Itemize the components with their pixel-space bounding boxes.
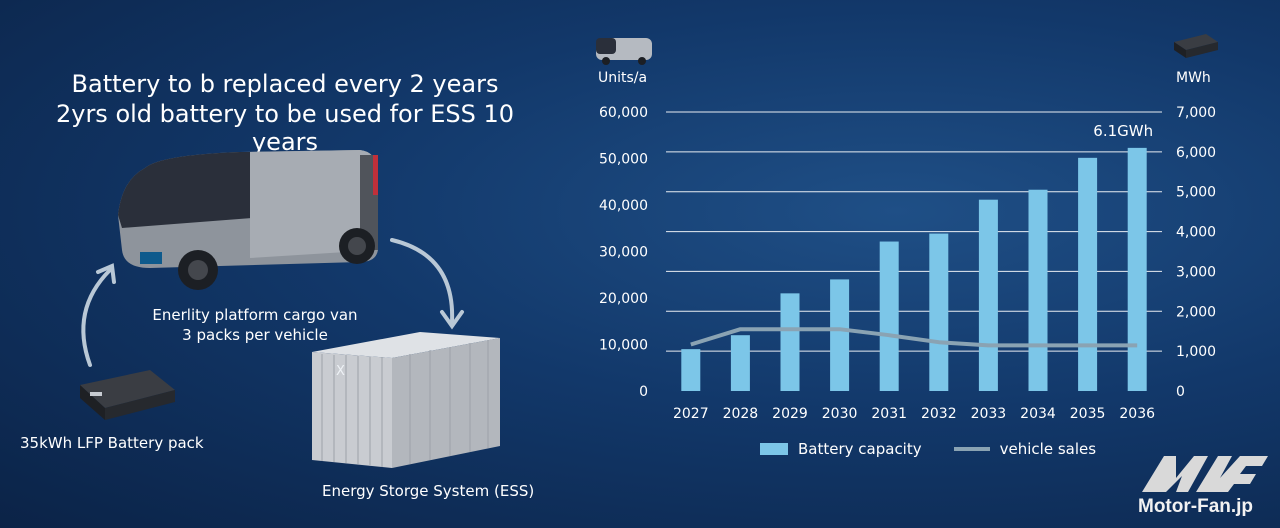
bar-battery-capacity <box>681 349 701 391</box>
watermark: Motor-Fan.jp <box>1138 496 1254 517</box>
right-tick-label: 4,000 <box>1176 225 1216 241</box>
left-tick-label: 50,000 <box>599 152 648 168</box>
category-label: 2031 <box>871 406 907 422</box>
van-small-icon <box>596 38 652 65</box>
right-tick-label: 6,000 <box>1176 145 1216 161</box>
bar-battery-capacity <box>730 335 750 391</box>
left-tick-label: 10,000 <box>599 338 648 354</box>
ess-caption: Energy Storge System (ESS) <box>322 482 535 500</box>
van-caption-line-1: Enerlity platform cargo van <box>152 306 358 324</box>
van-caption-line-2: 3 packs per vehicle <box>182 326 328 344</box>
right-tick-label: 3,000 <box>1176 264 1216 280</box>
right-tick-label: 0 <box>1176 384 1185 400</box>
left-tick-label: 60,000 <box>599 105 648 121</box>
category-label: 2029 <box>772 406 808 422</box>
left-axis-label: Units/a <box>598 70 647 86</box>
legend-line-swatch <box>953 447 990 451</box>
legend-vehicle-sales: vehicle sales <box>999 440 1097 458</box>
left-tick-label: 0 <box>639 384 648 400</box>
ess-mark: X <box>336 364 345 379</box>
battery-small-icon <box>1174 34 1218 58</box>
motorfan-logo-icon <box>1142 456 1268 492</box>
left-tick-label: 30,000 <box>599 245 648 261</box>
right-tick-label: 2,000 <box>1176 304 1216 320</box>
left-tick-label: 40,000 <box>599 198 648 214</box>
bar-battery-capacity <box>929 233 949 391</box>
category-label: 2035 <box>1070 406 1106 422</box>
arrow-battery-to-van <box>81 263 116 367</box>
battery-caption: 35kWh LFP Battery pack <box>20 434 204 452</box>
right-tick-label: 1,000 <box>1176 344 1216 360</box>
category-label: 2032 <box>921 406 957 422</box>
category-label: 2028 <box>723 406 759 422</box>
arrow-van-to-ess <box>390 238 464 330</box>
bar-battery-capacity <box>780 293 800 391</box>
category-label: 2034 <box>1020 406 1056 422</box>
category-label: 2027 <box>673 406 709 422</box>
bar-battery-capacity <box>879 241 899 391</box>
legend-battery-capacity: Battery capacity <box>798 440 922 458</box>
annotation-label: 6.1GWh <box>1093 122 1153 140</box>
line-vehicle-sales <box>690 327 1138 348</box>
left-tick-label: 20,000 <box>599 291 648 307</box>
chart-legend: Battery capacity vehicle sales <box>760 440 1096 458</box>
left-illustrations <box>80 150 500 468</box>
category-label: 2030 <box>822 406 858 422</box>
right-tick-label: 5,000 <box>1176 185 1216 201</box>
ess-container-illustration <box>312 332 500 468</box>
title-line-1: Battery to b replaced every 2 years <box>71 70 499 98</box>
category-label: 2033 <box>971 406 1007 422</box>
bar-battery-capacity <box>1127 147 1147 391</box>
bar-battery-capacity <box>978 199 998 391</box>
right-tick-label: 7,000 <box>1176 105 1216 121</box>
bar-battery-capacity <box>1078 157 1098 391</box>
bar-battery-capacity <box>1028 189 1048 391</box>
legend-bar-swatch <box>760 443 788 455</box>
right-axis-label: MWh <box>1176 70 1211 86</box>
title-line-2: 2yrs old battery to be used for ESS 10 y… <box>55 100 515 156</box>
cargo-van-illustration <box>118 150 378 290</box>
battery-pack-illustration <box>80 370 175 420</box>
van-caption: Enerlity platform cargo van 3 packs per … <box>150 305 360 345</box>
bar-battery-capacity <box>830 279 850 391</box>
category-label: 2036 <box>1119 406 1155 422</box>
